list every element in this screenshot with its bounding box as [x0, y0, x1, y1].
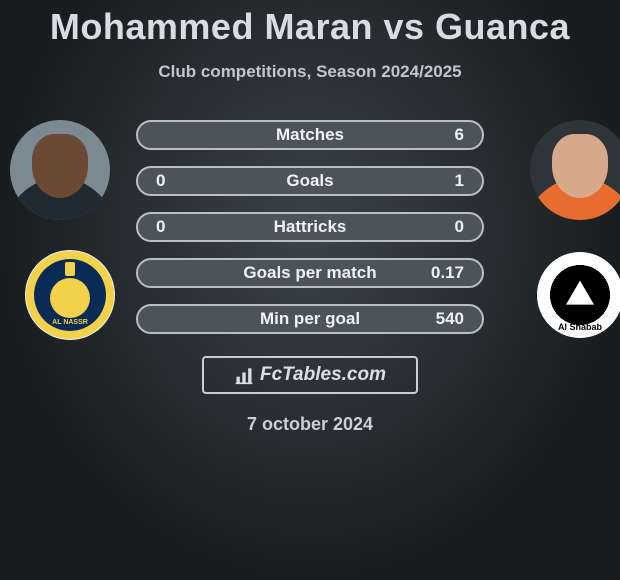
player-left-head [32, 134, 88, 198]
stat-row: Goals per match0.17 [136, 258, 484, 288]
chart-icon [234, 365, 254, 385]
stat-right-value: 0 [430, 217, 464, 237]
team-right-badge: Al Shabab [535, 250, 620, 340]
team-right-logo-text: Al Shabab [537, 322, 620, 332]
team-left-logo: AL NASSR [25, 250, 115, 340]
stat-left-value: 0 [156, 217, 190, 237]
stat-right-value: 6 [430, 125, 464, 145]
page-subtitle: Club competitions, Season 2024/2025 [0, 62, 620, 82]
player-right-head [552, 134, 608, 198]
stat-row: 0Goals1 [136, 166, 484, 196]
date-text: 7 october 2024 [0, 414, 620, 435]
stat-label: Min per goal [190, 309, 430, 329]
page-title: Mohammed Maran vs Guanca [0, 0, 620, 48]
team-right-logo: Al Shabab [537, 252, 620, 338]
stat-row: Min per goal540 [136, 304, 484, 334]
stats-list: Matches60Goals10Hattricks0Goals per matc… [136, 120, 484, 334]
brand-text: FcTables.com [260, 364, 386, 386]
stat-label: Hattricks [190, 217, 430, 237]
stat-label: Goals per match [190, 263, 430, 283]
comparison-card: Mohammed Maran vs Guanca Club competitio… [0, 0, 620, 580]
content-area: AL NASSR Al Shabab Matches60Goals10Hattr… [0, 120, 620, 435]
stat-label: Matches [190, 125, 430, 145]
stat-label: Goals [190, 171, 430, 191]
stat-left-value: 0 [156, 171, 190, 191]
player-left-avatar [10, 120, 110, 220]
team-left-badge: AL NASSR [25, 250, 115, 340]
svg-text:AL NASSR: AL NASSR [52, 319, 88, 326]
stat-row: Matches6 [136, 120, 484, 150]
brand-box[interactable]: FcTables.com [202, 356, 418, 394]
stat-row: 0Hattricks0 [136, 212, 484, 242]
player-right-avatar [530, 120, 620, 220]
stat-right-value: 0.17 [430, 263, 464, 283]
stat-right-value: 540 [430, 309, 464, 329]
stat-right-value: 1 [430, 171, 464, 191]
